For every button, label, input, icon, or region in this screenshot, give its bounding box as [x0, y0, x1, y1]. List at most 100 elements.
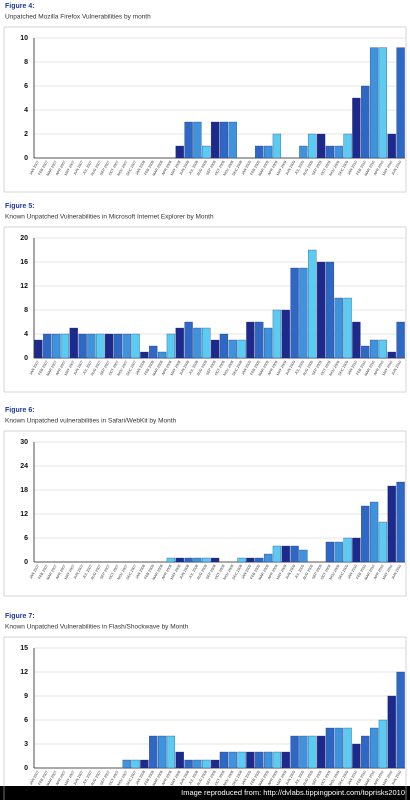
bar — [166, 557, 176, 563]
bar — [352, 537, 361, 563]
bar — [193, 327, 202, 359]
chart-frame — [3, 26, 407, 193]
bar — [166, 735, 176, 769]
x-tick-label: MAY 2008 — [170, 564, 182, 580]
x-tick-label: OCT 2009 — [320, 360, 332, 376]
x-tick-label: JAN 2008 — [135, 770, 146, 786]
x-tick-label: JUN 2008 — [179, 360, 190, 376]
x-tick-label: FEB 2008 — [143, 564, 154, 580]
x-tick-label: FEB 2009 — [249, 360, 260, 376]
x-tick-label: APR 2007 — [55, 360, 67, 376]
x-tick-label: OCT 2009 — [320, 160, 332, 176]
x-tick-label: JUL 2008 — [188, 360, 199, 375]
x-tick-label: JUL 2007 — [82, 770, 93, 785]
bar — [228, 339, 237, 359]
x-tick-label: JUN 2007 — [73, 564, 84, 580]
x-tick-label: MAR 2010 — [364, 770, 376, 787]
x-tick-label: JAN 2010 — [347, 160, 358, 176]
x-tick-label: MAY 2009 — [276, 770, 288, 786]
y-tick-label: 4 — [24, 107, 28, 114]
bar — [378, 521, 388, 563]
x-tick-label: APR 2008 — [161, 564, 173, 580]
x-tick-label: JAN 2007 — [29, 160, 40, 176]
x-tick-label: SEP 2008 — [205, 360, 217, 376]
x-tick-label: FEB 2007 — [37, 360, 48, 376]
bar — [325, 261, 335, 359]
x-tick-label: OCT 2008 — [214, 564, 226, 580]
x-tick-label: DEC 2008 — [232, 360, 244, 376]
bar — [149, 345, 158, 359]
bar — [352, 321, 361, 359]
bar — [369, 47, 379, 159]
bar — [343, 133, 352, 159]
bar — [396, 47, 405, 159]
x-tick-label: APR 2009 — [267, 160, 279, 176]
chart-frame — [3, 430, 407, 597]
bar — [202, 759, 211, 769]
chart-frame — [3, 636, 407, 800]
bar — [281, 309, 290, 359]
x-tick-label: MAY 2010 — [382, 564, 394, 580]
bar — [387, 133, 396, 159]
x-tick-label: AUG 2009 — [302, 770, 314, 787]
x-tick-label: JUL 2008 — [188, 564, 199, 579]
figure-label: Figure 7: — [5, 613, 35, 620]
y-tick-label: 6 — [24, 535, 28, 542]
bar — [210, 339, 220, 359]
x-tick-label: SEP 2007 — [99, 564, 111, 580]
x-tick-label: NOV 2007 — [117, 160, 129, 177]
x-tick-label: APR 2010 — [373, 564, 385, 580]
bar — [255, 145, 264, 159]
x-tick-label: AUG 2009 — [302, 360, 314, 377]
x-tick-label: JUL 2007 — [82, 160, 93, 175]
chart-frame — [3, 226, 407, 393]
x-tick-label: OCT 2008 — [214, 770, 226, 786]
y-tick-label: 3 — [24, 741, 28, 748]
y-tick-label: 12 — [20, 669, 28, 676]
x-tick-label: FEB 2007 — [37, 770, 48, 786]
bar — [387, 351, 396, 359]
x-tick-label: SEP 2007 — [99, 160, 111, 176]
x-tick-label: FEB 2010 — [355, 564, 366, 580]
y-tick-label: 0 — [24, 559, 28, 566]
x-tick-label: JUL 2009 — [294, 770, 305, 785]
bar — [96, 333, 105, 359]
x-tick-label: MAR 2010 — [364, 564, 376, 581]
x-tick-label: MAY 2010 — [382, 360, 394, 376]
x-tick-label: JUN 2010 — [391, 160, 402, 176]
x-tick-label: NOV 2007 — [117, 564, 129, 581]
figure-label: Figure 4: — [5, 3, 35, 10]
x-tick-label: MAR 2007 — [46, 360, 58, 377]
bar — [104, 333, 114, 359]
bar — [299, 549, 308, 563]
x-tick-label: OCT 2008 — [214, 360, 226, 376]
bar — [60, 333, 70, 359]
footer-bar — [0, 786, 410, 800]
bar — [343, 297, 352, 359]
x-tick-label: DEC 2007 — [126, 564, 138, 580]
x-tick-label: JAN 2009 — [241, 770, 252, 786]
bar — [219, 751, 229, 769]
bar — [281, 545, 290, 563]
x-tick-label: DEC 2007 — [126, 160, 138, 176]
x-tick-label: APR 2009 — [267, 564, 279, 580]
bar — [255, 751, 264, 769]
bar — [193, 557, 202, 563]
y-tick-label: 10 — [20, 35, 28, 42]
x-tick-label: OCT 2009 — [320, 770, 332, 786]
x-tick-label: AUG 2007 — [90, 770, 102, 787]
x-tick-label: JAN 2010 — [347, 770, 358, 786]
bar — [343, 537, 352, 563]
y-tick-label: 18 — [20, 487, 28, 494]
bar — [378, 339, 388, 359]
x-tick-label: APR 2009 — [267, 360, 279, 376]
x-tick-label: NOV 2009 — [329, 770, 341, 787]
bar — [325, 145, 335, 159]
x-tick-label: NOV 2009 — [329, 160, 341, 177]
bar — [290, 545, 299, 563]
bar — [334, 297, 343, 359]
bar — [131, 759, 140, 769]
bar — [193, 121, 202, 159]
x-tick-label: OCT 2007 — [108, 564, 120, 580]
x-tick-label: AUG 2008 — [196, 564, 208, 581]
